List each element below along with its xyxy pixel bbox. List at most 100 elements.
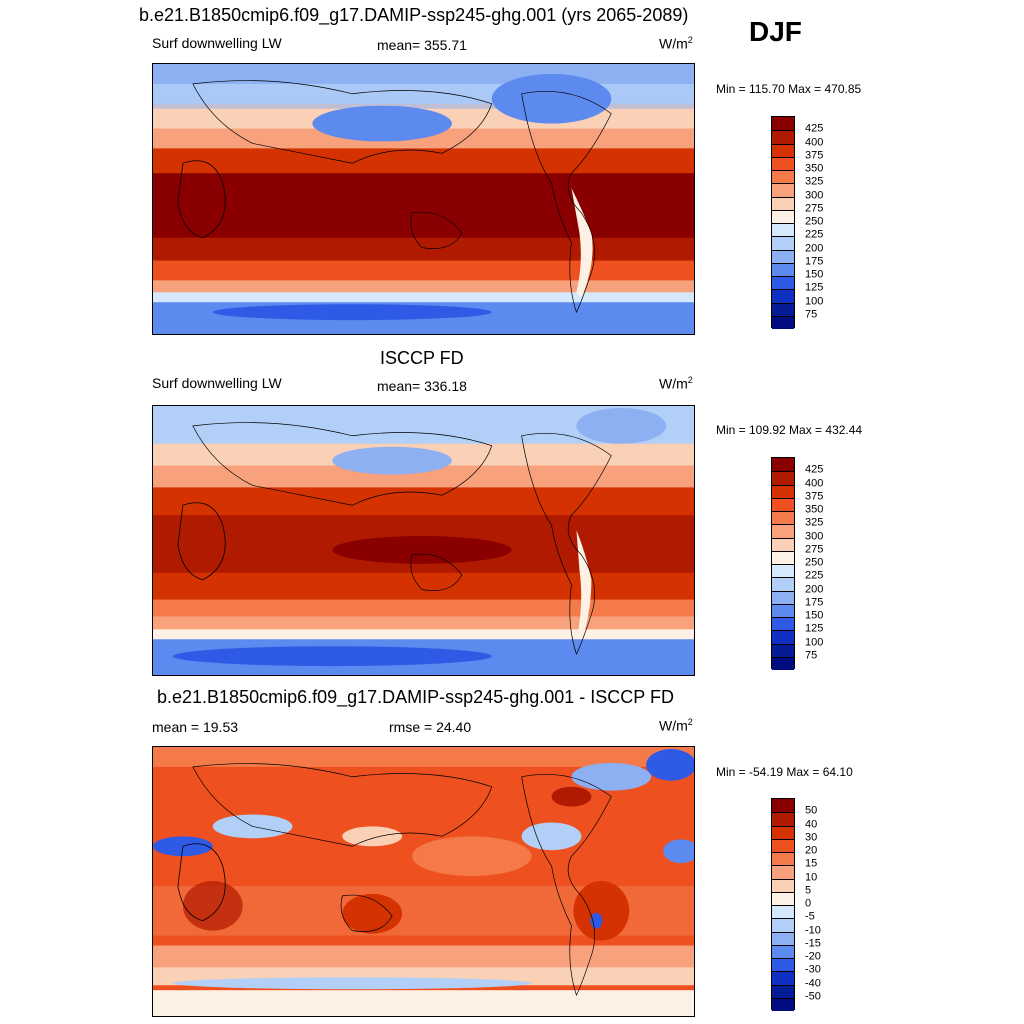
panel2-title: ISCCP FD	[380, 348, 464, 368]
panel3-map	[152, 746, 695, 1017]
colorbar-tick-label: 225	[805, 569, 824, 582]
colorbar-tick-label: 225	[805, 228, 824, 241]
colorbar-segment	[772, 484, 794, 498]
panel1-colorbar	[771, 116, 795, 329]
colorbar-segment	[772, 471, 794, 485]
colorbar-segment	[772, 117, 794, 131]
panel2-units: W/m2	[659, 375, 693, 392]
colorbar-segment	[772, 156, 794, 170]
panel1-title: b.e21.B1850cmip6.f09_g17.DAMIP-ssp245-gh…	[139, 5, 689, 25]
panel3-units: W/m2	[659, 717, 693, 734]
panel2-mean: mean= 336.18	[377, 378, 467, 394]
colorbar-tick-label: 10	[805, 871, 818, 883]
colorbar-segment	[772, 958, 794, 972]
colorbar-tick-label: 40	[805, 818, 818, 830]
panel3-mean: mean = 19.53	[152, 719, 239, 735]
panel2-colorbar	[771, 457, 795, 670]
colorbar-segment	[772, 458, 794, 472]
colorbar-tick-label: 400	[805, 136, 824, 148]
colorbar-segment	[772, 905, 794, 919]
colorbar-tick-label: -10	[805, 924, 821, 936]
colorbar-tick-label: 325	[805, 175, 824, 188]
colorbar-tick-label: 30	[805, 831, 818, 844]
colorbar-tick-label: 300	[805, 189, 824, 201]
colorbar-segment	[772, 838, 794, 852]
panel1-map-field	[153, 64, 694, 334]
colorbar-tick-label: 350	[805, 162, 824, 175]
panel2-variable: Surf downwelling LW	[152, 375, 282, 391]
colorbar-segment	[772, 130, 794, 144]
colorbar-tick-label: 375	[805, 149, 824, 162]
colorbar-segment	[772, 249, 794, 263]
colorbar-segment	[772, 289, 794, 303]
colorbar-tick-label: 5	[805, 884, 812, 897]
colorbar-segment	[772, 984, 794, 998]
colorbar-tick-label: 350	[805, 503, 824, 516]
colorbar-segment	[772, 236, 794, 250]
panel3-rmse: rmse = 24.40	[389, 719, 472, 735]
panel1-map	[152, 63, 695, 335]
panel3-title: b.e21.B1850cmip6.f09_g17.DAMIP-ssp245-gh…	[157, 687, 674, 707]
colorbar-segment	[772, 997, 794, 1011]
colorbar-segment	[772, 971, 794, 985]
colorbar-tick-label: 425	[805, 122, 824, 135]
colorbar-tick-label: 250	[805, 556, 824, 569]
colorbar-segment	[772, 511, 794, 525]
colorbar-tick-label: 150	[805, 609, 824, 622]
panel2-minmax: Min = 109.92 Max = 432.44	[716, 423, 863, 437]
colorbar-segment	[772, 196, 794, 210]
colorbar-tick-label: 75	[805, 649, 818, 662]
panel3-minmax: Min = -54.19 Max = 64.10	[716, 765, 853, 779]
colorbar-tick-label: 300	[805, 530, 824, 542]
colorbar-segment	[772, 630, 794, 644]
colorbar-tick-label: -50	[805, 990, 821, 1003]
colorbar-tick-label: 100	[805, 295, 824, 307]
colorbar-segment	[772, 315, 794, 329]
colorbar-tick-label: 75	[805, 308, 818, 321]
colorbar-segment	[772, 643, 794, 657]
colorbar-tick-label: 375	[805, 490, 824, 503]
colorbar-tick-label: 50	[805, 804, 818, 817]
colorbar-tick-label: 150	[805, 268, 824, 281]
colorbar-tick-label: 275	[805, 543, 824, 556]
colorbar-segment	[772, 524, 794, 538]
colorbar-segment	[772, 799, 794, 813]
panel1-mean: mean= 355.71	[377, 37, 467, 53]
colorbar-segment	[772, 590, 794, 604]
colorbar-tick-label: -30	[805, 963, 821, 976]
colorbar-tick-label: 425	[805, 463, 824, 476]
colorbar-segment	[772, 170, 794, 184]
panel1-minmax: Min = 115.70 Max = 470.85	[716, 82, 862, 96]
colorbar-segment	[772, 865, 794, 879]
colorbar-segment	[772, 825, 794, 839]
colorbar-segment	[772, 812, 794, 826]
panel1-units: W/m2	[659, 35, 693, 52]
colorbar-segment	[772, 209, 794, 223]
colorbar-tick-label: -40	[805, 977, 821, 989]
colorbar-segment	[772, 603, 794, 617]
colorbar-segment	[772, 223, 794, 237]
colorbar-segment	[772, 537, 794, 551]
season-label: DJF	[749, 16, 802, 47]
colorbar-tick-label: 200	[805, 242, 824, 254]
colorbar-tick-label: 175	[805, 596, 824, 609]
colorbar-segment	[772, 183, 794, 197]
colorbar-tick-label: 200	[805, 583, 824, 595]
colorbar-segment	[772, 656, 794, 670]
colorbar-segment	[772, 577, 794, 591]
colorbar-tick-label: 125	[805, 281, 824, 294]
colorbar-tick-label: -20	[805, 950, 821, 963]
colorbar-tick-label: -15	[805, 937, 821, 950]
colorbar-tick-label: 125	[805, 622, 824, 635]
colorbar-segment	[772, 617, 794, 631]
colorbar-segment	[772, 497, 794, 511]
colorbar-tick-label: 275	[805, 202, 824, 215]
colorbar-tick-label: 250	[805, 215, 824, 228]
colorbar-tick-label: 15	[805, 857, 818, 870]
colorbar-segment	[772, 564, 794, 578]
panel3-colorbar	[771, 798, 795, 1011]
colorbar-segment	[772, 262, 794, 276]
panel3-map-field	[153, 747, 694, 1016]
colorbar-segment	[772, 878, 794, 892]
colorbar-tick-label: 325	[805, 516, 824, 529]
